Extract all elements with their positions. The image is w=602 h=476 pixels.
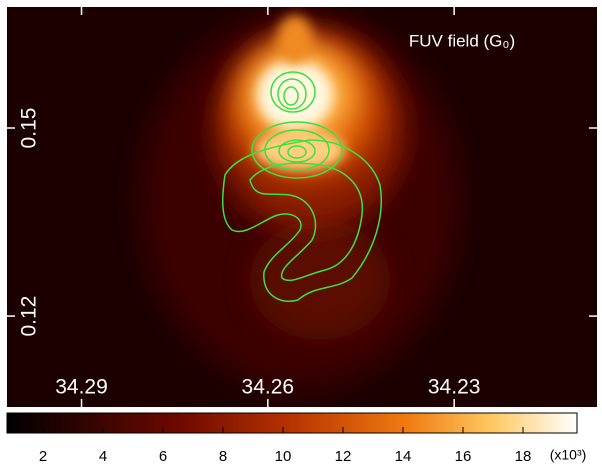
colorbar-tick-label: 18 <box>515 448 532 465</box>
x-tick-label: 34.26 <box>242 376 295 399</box>
y-tick-label: 0.15 <box>18 108 41 149</box>
colorbar-label: (x10³) <box>550 447 587 463</box>
heatmap <box>7 7 597 407</box>
x-tick-label: 34.29 <box>55 376 108 399</box>
colorbar-tick-label: 10 <box>275 448 292 465</box>
colorbar-tick-label: 12 <box>335 448 352 465</box>
colorbar <box>6 412 578 434</box>
colorbar-tick-label: 16 <box>455 448 472 465</box>
colorbar-tick-label: 4 <box>99 448 107 465</box>
colorbar-tick-label: 2 <box>39 448 47 465</box>
contours <box>221 71 383 302</box>
y-tick-label: 0.12 <box>18 296 41 337</box>
colorbar-tick-label: 14 <box>395 448 412 465</box>
colorbar-tick-label: 6 <box>159 448 167 465</box>
chart-title: FUV field (G₀) <box>409 31 515 50</box>
colorbar-tick-label: 8 <box>219 448 227 465</box>
x-tick-label: 34.23 <box>428 376 481 399</box>
